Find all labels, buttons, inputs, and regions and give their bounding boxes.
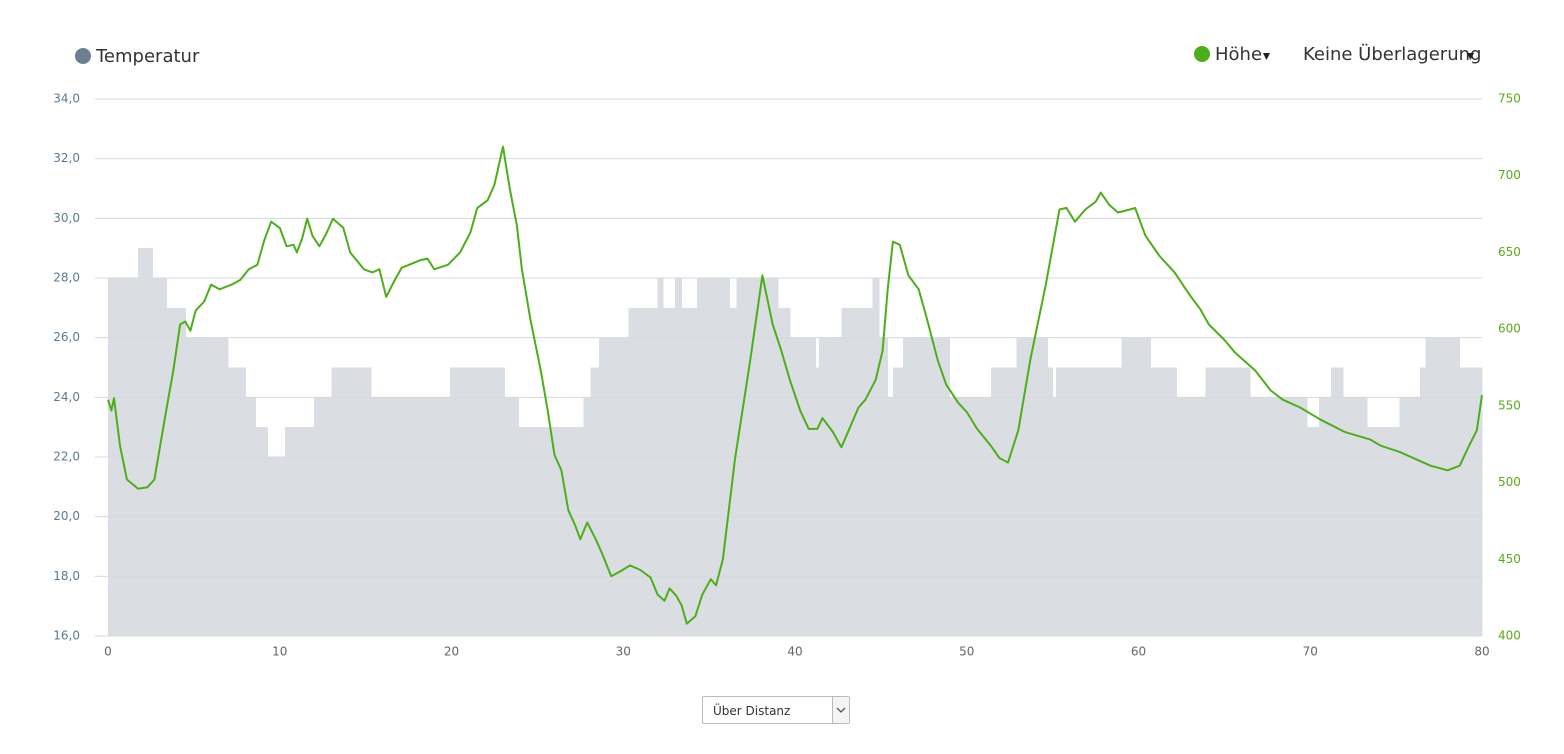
y-tick-label: 24,0 <box>53 390 80 404</box>
temperature-step <box>255 427 269 636</box>
legend-hoehe[interactable]: Höhe <box>1194 44 1270 65</box>
y-tick-label: 16,0 <box>53 629 80 643</box>
temperature-step <box>228 367 246 636</box>
temperature-step <box>1306 427 1320 636</box>
x-tick-label: 70 <box>1303 645 1318 659</box>
temperature-step <box>1425 337 1461 636</box>
temperature-step <box>789 337 817 636</box>
temperature-step <box>1420 367 1426 636</box>
dropdown-arrow[interactable] <box>1263 53 1270 60</box>
y-tick-label: 28,0 <box>53 271 80 285</box>
y-tick-label: 18,0 <box>53 569 80 583</box>
temperature-step <box>1016 337 1048 636</box>
temperature-step <box>841 307 873 636</box>
temperature-step <box>599 337 629 636</box>
x-tick-label: 30 <box>616 645 631 659</box>
y2-tick-label: 600 <box>1498 322 1521 336</box>
legend-temperatur[interactable]: Temperatur <box>75 46 200 67</box>
temperature-step <box>990 367 1018 636</box>
elevation-path <box>107 145 1483 625</box>
y-tick-label: 20,0 <box>53 509 80 523</box>
temperature-step <box>1366 427 1401 636</box>
legend-label[interactable]: Temperatur <box>95 46 200 67</box>
overlay-label[interactable]: Keine Überlagerung <box>1303 43 1481 65</box>
y2-tick-label: 450 <box>1498 552 1521 566</box>
y-tick-label: 34,0 <box>53 92 80 106</box>
y-tick-label: 22,0 <box>53 450 80 464</box>
select-button[interactable] <box>832 697 849 723</box>
x-tick-label: 0 <box>104 645 112 659</box>
temperature-step <box>1121 337 1152 636</box>
y2-tick-label: 500 <box>1498 475 1521 489</box>
y-tick-label: 26,0 <box>53 330 80 344</box>
grid <box>95 98 1482 637</box>
select-label[interactable]: Über Distanz <box>713 704 791 718</box>
temperature-step <box>166 307 186 636</box>
elevation-line <box>107 145 1483 625</box>
dropdown-arrow[interactable] <box>1467 53 1474 60</box>
temperature-step <box>267 457 286 636</box>
temperature-step <box>819 337 842 636</box>
legend-dot <box>75 48 91 64</box>
x-tick-label: 40 <box>787 645 802 659</box>
temperature-step <box>1330 367 1344 636</box>
temperature-step <box>1047 367 1054 636</box>
y2-tick-label: 700 <box>1498 168 1521 182</box>
temperature-step <box>138 248 154 636</box>
legend-dot <box>1194 46 1210 62</box>
temperature-step <box>590 367 600 636</box>
temperature-step <box>1056 367 1122 636</box>
temperature-step <box>331 367 372 636</box>
x-tick-label: 80 <box>1474 645 1489 659</box>
y2-tick-label: 400 <box>1498 629 1521 643</box>
temperature-step <box>815 367 820 636</box>
temperature-step <box>1205 367 1251 636</box>
y2-tick-label: 650 <box>1498 245 1521 259</box>
y2-tick-label: 550 <box>1498 398 1521 412</box>
temperature-step <box>185 337 229 636</box>
x-tick-label: 10 <box>272 645 287 659</box>
y2-tick-label: 750 <box>1498 92 1521 106</box>
temperature-step <box>879 337 889 636</box>
overlay-menu[interactable]: Keine Überlagerung <box>1303 43 1481 65</box>
x-tick-label: 20 <box>444 645 459 659</box>
temperature-step <box>449 367 506 636</box>
temperature-area <box>108 248 1483 636</box>
x-tick-label: 50 <box>959 645 974 659</box>
y-tick-label: 32,0 <box>53 151 80 165</box>
x-tick-label: 60 <box>1131 645 1146 659</box>
temperature-step <box>662 307 676 636</box>
chevron <box>836 707 846 713</box>
select-arrow-icon <box>836 707 846 713</box>
temperature-step <box>892 367 904 636</box>
x-mode-select[interactable]: Über Distanz <box>702 696 850 724</box>
temperature-step <box>1150 367 1177 636</box>
temperature-step <box>681 307 698 636</box>
temperature-step <box>518 427 585 636</box>
temperature-step <box>284 427 315 636</box>
temperature-step <box>1459 367 1483 636</box>
temperature-step <box>903 337 951 636</box>
y-tick-label: 30,0 <box>53 211 80 225</box>
legend-label[interactable]: Höhe <box>1215 44 1262 65</box>
temperature-step <box>777 307 791 636</box>
